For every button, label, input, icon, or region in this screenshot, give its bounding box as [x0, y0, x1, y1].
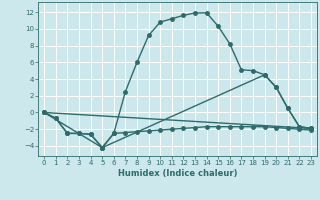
X-axis label: Humidex (Indice chaleur): Humidex (Indice chaleur)	[118, 169, 237, 178]
